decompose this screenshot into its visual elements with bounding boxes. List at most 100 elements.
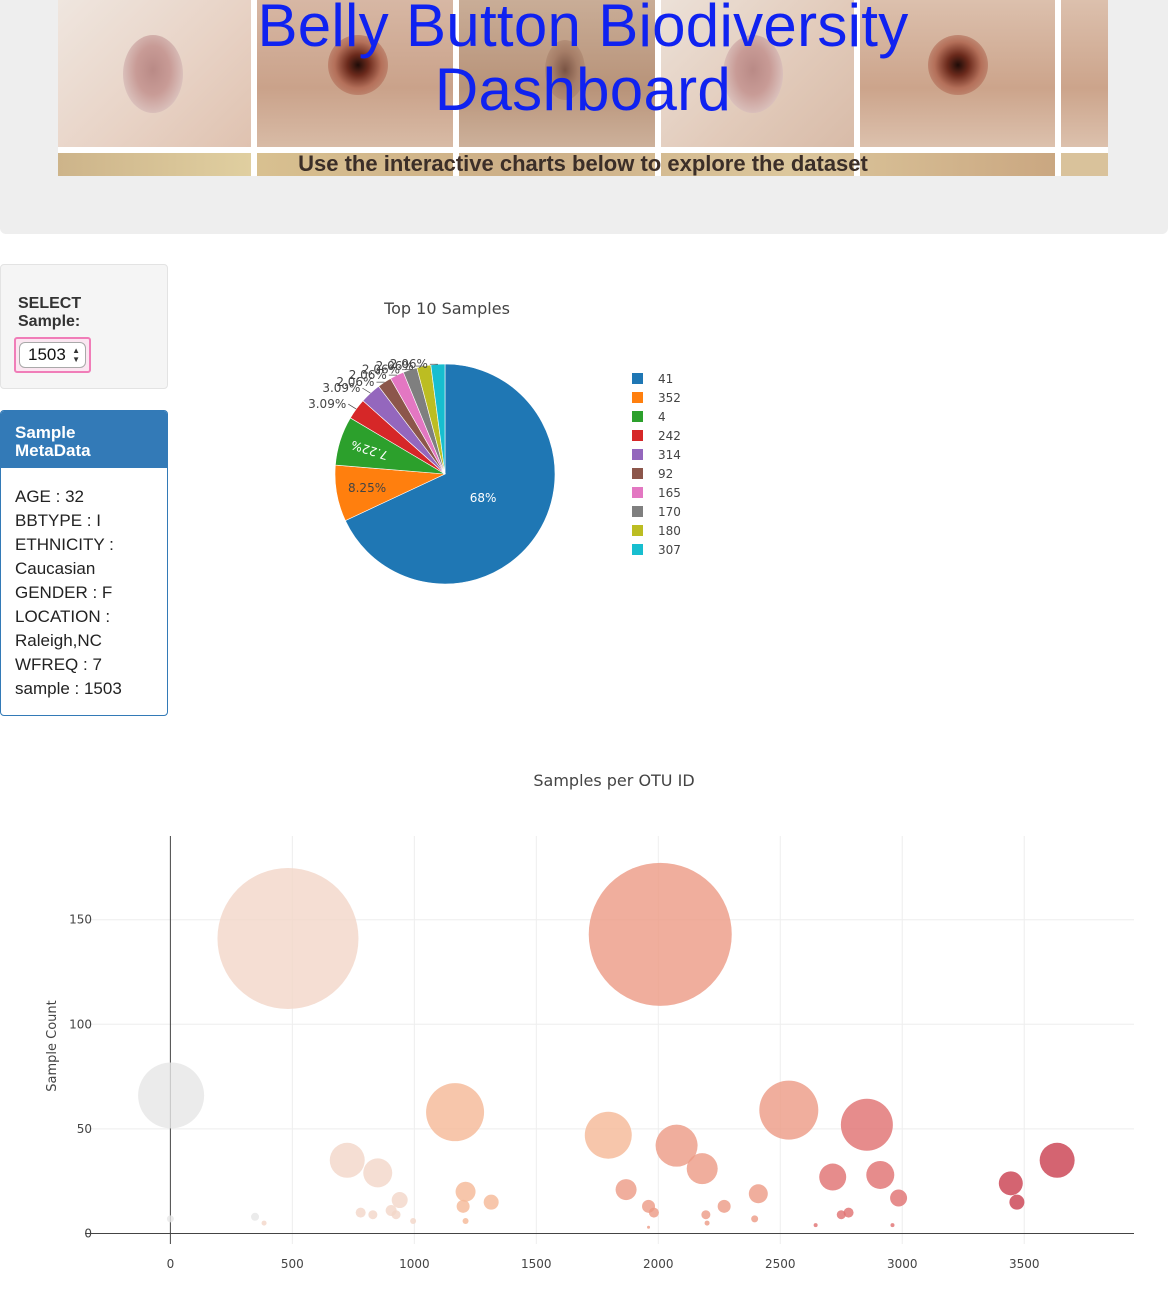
legend-swatch[interactable] xyxy=(632,506,643,517)
bubble-point[interactable] xyxy=(329,1142,365,1178)
legend-label[interactable]: 352 xyxy=(658,391,681,405)
pie-label-leader-line xyxy=(348,403,357,410)
legend-label[interactable]: 92 xyxy=(658,467,673,481)
bubble-point[interactable] xyxy=(588,862,732,1006)
x-tick-label: 3000 xyxy=(887,1257,918,1271)
bubble-point[interactable] xyxy=(251,1212,260,1221)
bubble-point[interactable] xyxy=(1009,1194,1025,1210)
metadata-line: sample : 1503 xyxy=(15,679,122,698)
bubble-point[interactable] xyxy=(866,1160,895,1189)
bubble-point[interactable] xyxy=(836,1210,846,1220)
pie-chart-title: Top 10 Samples xyxy=(383,299,510,318)
pie-slice[interactable] xyxy=(344,363,556,585)
legend-swatch[interactable] xyxy=(632,449,643,460)
legend-swatch[interactable] xyxy=(632,392,643,403)
bubble-point[interactable] xyxy=(686,1153,718,1185)
bubble-point[interactable] xyxy=(890,1189,908,1207)
bubble-point[interactable] xyxy=(840,1098,893,1151)
legend-swatch[interactable] xyxy=(632,373,643,384)
bubble-point[interactable] xyxy=(584,1111,632,1159)
legend-label[interactable]: 307 xyxy=(658,543,681,557)
bubble-point[interactable] xyxy=(717,1199,731,1213)
legend-label[interactable]: 180 xyxy=(658,524,681,538)
y-tick-label: 50 xyxy=(77,1122,92,1136)
sample-select[interactable]: 1503 ▲ ▼ xyxy=(19,342,86,368)
metadata-line: WFREQ : 7 xyxy=(15,655,102,674)
bubble-point[interactable] xyxy=(1039,1142,1075,1178)
x-tick-label: 2000 xyxy=(643,1257,674,1271)
bubble-point[interactable] xyxy=(748,1184,768,1204)
legend-swatch[interactable] xyxy=(632,411,643,422)
bubble-point[interactable] xyxy=(368,1210,378,1220)
metadata-panel: Sample MetaData AGE : 32 BBTYPE : I ETHN… xyxy=(0,410,168,716)
legend-label[interactable]: 41 xyxy=(658,372,673,386)
sample-select-value: 1503 xyxy=(28,345,66,364)
metadata-line: Caucasian xyxy=(15,559,96,578)
bubble-point[interactable] xyxy=(410,1217,417,1224)
legend-swatch[interactable] xyxy=(632,468,643,479)
x-tick-label: 0 xyxy=(167,1257,175,1271)
bubble-point[interactable] xyxy=(483,1194,499,1210)
x-tick-label: 500 xyxy=(281,1257,304,1271)
legend-label[interactable]: 165 xyxy=(658,486,681,500)
metadata-line: Raleigh,NC xyxy=(15,631,102,650)
pie-slice[interactable] xyxy=(430,363,446,475)
bubble-point[interactable] xyxy=(751,1215,759,1223)
bubble-point[interactable] xyxy=(648,1207,659,1218)
bubble-chart[interactable]: Samples per OTU ID 0 500 1000 1500 2000 2500 3… xyxy=(0,760,1170,1305)
bubble-point[interactable] xyxy=(261,1220,267,1226)
bubble-point[interactable] xyxy=(426,1083,485,1142)
bubble-point[interactable] xyxy=(759,1080,819,1140)
pie-slice-label: 3.09% xyxy=(308,397,346,411)
page-title-line2: Dashboard xyxy=(434,56,732,123)
legend-label[interactable]: 170 xyxy=(658,505,681,519)
legend-swatch[interactable] xyxy=(632,544,643,555)
bubble-point[interactable] xyxy=(647,1225,651,1229)
y-tick-label: 150 xyxy=(69,913,92,927)
bubble-point[interactable] xyxy=(391,1192,408,1209)
bubble-point[interactable] xyxy=(391,1210,401,1220)
bubble-point[interactable] xyxy=(843,1207,854,1218)
bubble-point[interactable] xyxy=(701,1210,711,1220)
metadata-line: AGE : 32 xyxy=(15,487,84,506)
pie-slice-label: 2.06% xyxy=(349,368,387,382)
sample-select-focus-ring: 1503 ▲ ▼ xyxy=(14,337,91,373)
bubble-point[interactable] xyxy=(217,868,359,1010)
bubble-point[interactable] xyxy=(363,1158,393,1188)
bubble-point[interactable] xyxy=(455,1181,476,1202)
pie-slice-label: 3.09% xyxy=(322,381,360,395)
metadata-heading-line1: Sample xyxy=(15,423,76,442)
bubble-point[interactable] xyxy=(615,1179,637,1201)
header-jumbotron: Belly Button Biodiversity Dashboard Use … xyxy=(0,0,1168,234)
legend-swatch[interactable] xyxy=(632,430,643,441)
bubble-point[interactable] xyxy=(890,1223,895,1228)
bubble-point[interactable] xyxy=(456,1199,470,1213)
bubble-point[interactable] xyxy=(819,1163,847,1191)
bubble-point[interactable] xyxy=(813,1223,818,1228)
bubble-point[interactable] xyxy=(462,1217,469,1224)
pie-chart-container: Top 10 Samples 68% 8.25% 7.22% 3.09% 3.09% 2.… xyxy=(240,280,800,610)
x-tick-label: 1000 xyxy=(399,1257,430,1271)
legend-label[interactable]: 314 xyxy=(658,448,681,462)
legend-label[interactable]: 4 xyxy=(658,410,666,424)
updown-arrows-icon: ▲ ▼ xyxy=(72,346,80,364)
bubble-point[interactable] xyxy=(166,1215,174,1223)
metadata-panel-heading: Sample MetaData xyxy=(1,411,167,468)
pie-chart[interactable]: Top 10 Samples 68%8.25%7.22%3.09%3.09%2.… xyxy=(240,280,800,610)
bubble-point[interactable] xyxy=(655,1124,698,1167)
legend-label[interactable]: 242 xyxy=(658,429,681,443)
legend-swatch[interactable] xyxy=(632,525,643,536)
bubble-y-axis-label: Sample Count xyxy=(45,1000,60,1091)
bubble-point[interactable] xyxy=(704,1220,710,1226)
legend-swatch[interactable] xyxy=(632,487,643,498)
pie-slice-label: 68% xyxy=(470,491,497,505)
bubble-point[interactable] xyxy=(138,1062,205,1129)
bubble-point[interactable] xyxy=(355,1207,366,1218)
page-title-line1: Belly Button Biodiversity xyxy=(257,0,909,59)
pie-slice-label: 8.25% xyxy=(348,481,386,495)
x-tick-label: 1500 xyxy=(521,1257,552,1271)
bubble-point[interactable] xyxy=(998,1171,1023,1196)
pie-slice-label: 2.06% xyxy=(336,375,374,389)
pie-label-leader-line xyxy=(362,387,371,394)
